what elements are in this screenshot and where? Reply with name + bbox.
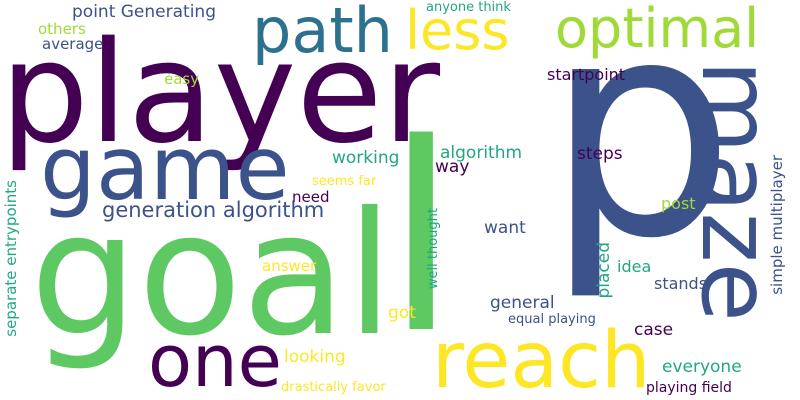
word-point-generating: point Generating bbox=[72, 2, 216, 22]
word-maze: maze bbox=[680, 60, 792, 322]
word-answer: answer bbox=[262, 257, 317, 275]
word-algorithm: algorithm bbox=[440, 143, 523, 163]
word-player: player bbox=[0, 12, 441, 175]
word-seems-far: seems far bbox=[312, 174, 377, 189]
word-p: p bbox=[545, 0, 736, 304]
word-easy: easy bbox=[164, 70, 200, 88]
word-looking: looking bbox=[284, 347, 346, 367]
word-well-thought: well thought bbox=[426, 208, 441, 290]
word-placed: placed bbox=[594, 242, 614, 299]
word-want: want bbox=[484, 218, 526, 238]
word-goal: goal bbox=[30, 176, 394, 374]
word-generation-algorithm: generation algorithm bbox=[102, 198, 325, 222]
word-separate-entrypoints: separate entrypoints bbox=[2, 180, 20, 337]
word-idea: idea bbox=[617, 257, 652, 276]
word-startpoint: startpoint bbox=[547, 65, 626, 84]
word-steps: steps bbox=[577, 144, 623, 164]
word-simple-multiplayer: simple multiplayer bbox=[768, 155, 786, 295]
word-game: game bbox=[40, 117, 290, 220]
word-optimal: optimal bbox=[555, 0, 760, 60]
word-everyone: everyone bbox=[662, 357, 742, 377]
word-general: general bbox=[490, 293, 555, 313]
word-one: one bbox=[148, 319, 282, 400]
word-path: path bbox=[252, 0, 393, 67]
word-anyone-think: anyone think bbox=[426, 0, 511, 15]
word-got: got bbox=[388, 303, 416, 323]
word-post: post bbox=[661, 194, 696, 213]
word-equal-playing: equal playing bbox=[508, 312, 596, 327]
word-others: others bbox=[38, 20, 86, 38]
word-l: l bbox=[385, 89, 458, 391]
word-need: need bbox=[292, 188, 330, 206]
word-case: case bbox=[634, 320, 674, 340]
word-way: way bbox=[435, 157, 470, 177]
word-stands: stands bbox=[654, 274, 708, 293]
word-reach: reach bbox=[432, 316, 651, 400]
word-working: working bbox=[332, 148, 400, 168]
word-drastically-favor: drastically favor bbox=[281, 380, 386, 395]
word-playing-field: playing field bbox=[646, 380, 732, 396]
word-average: average bbox=[42, 35, 104, 53]
word-less: less bbox=[405, 0, 510, 62]
